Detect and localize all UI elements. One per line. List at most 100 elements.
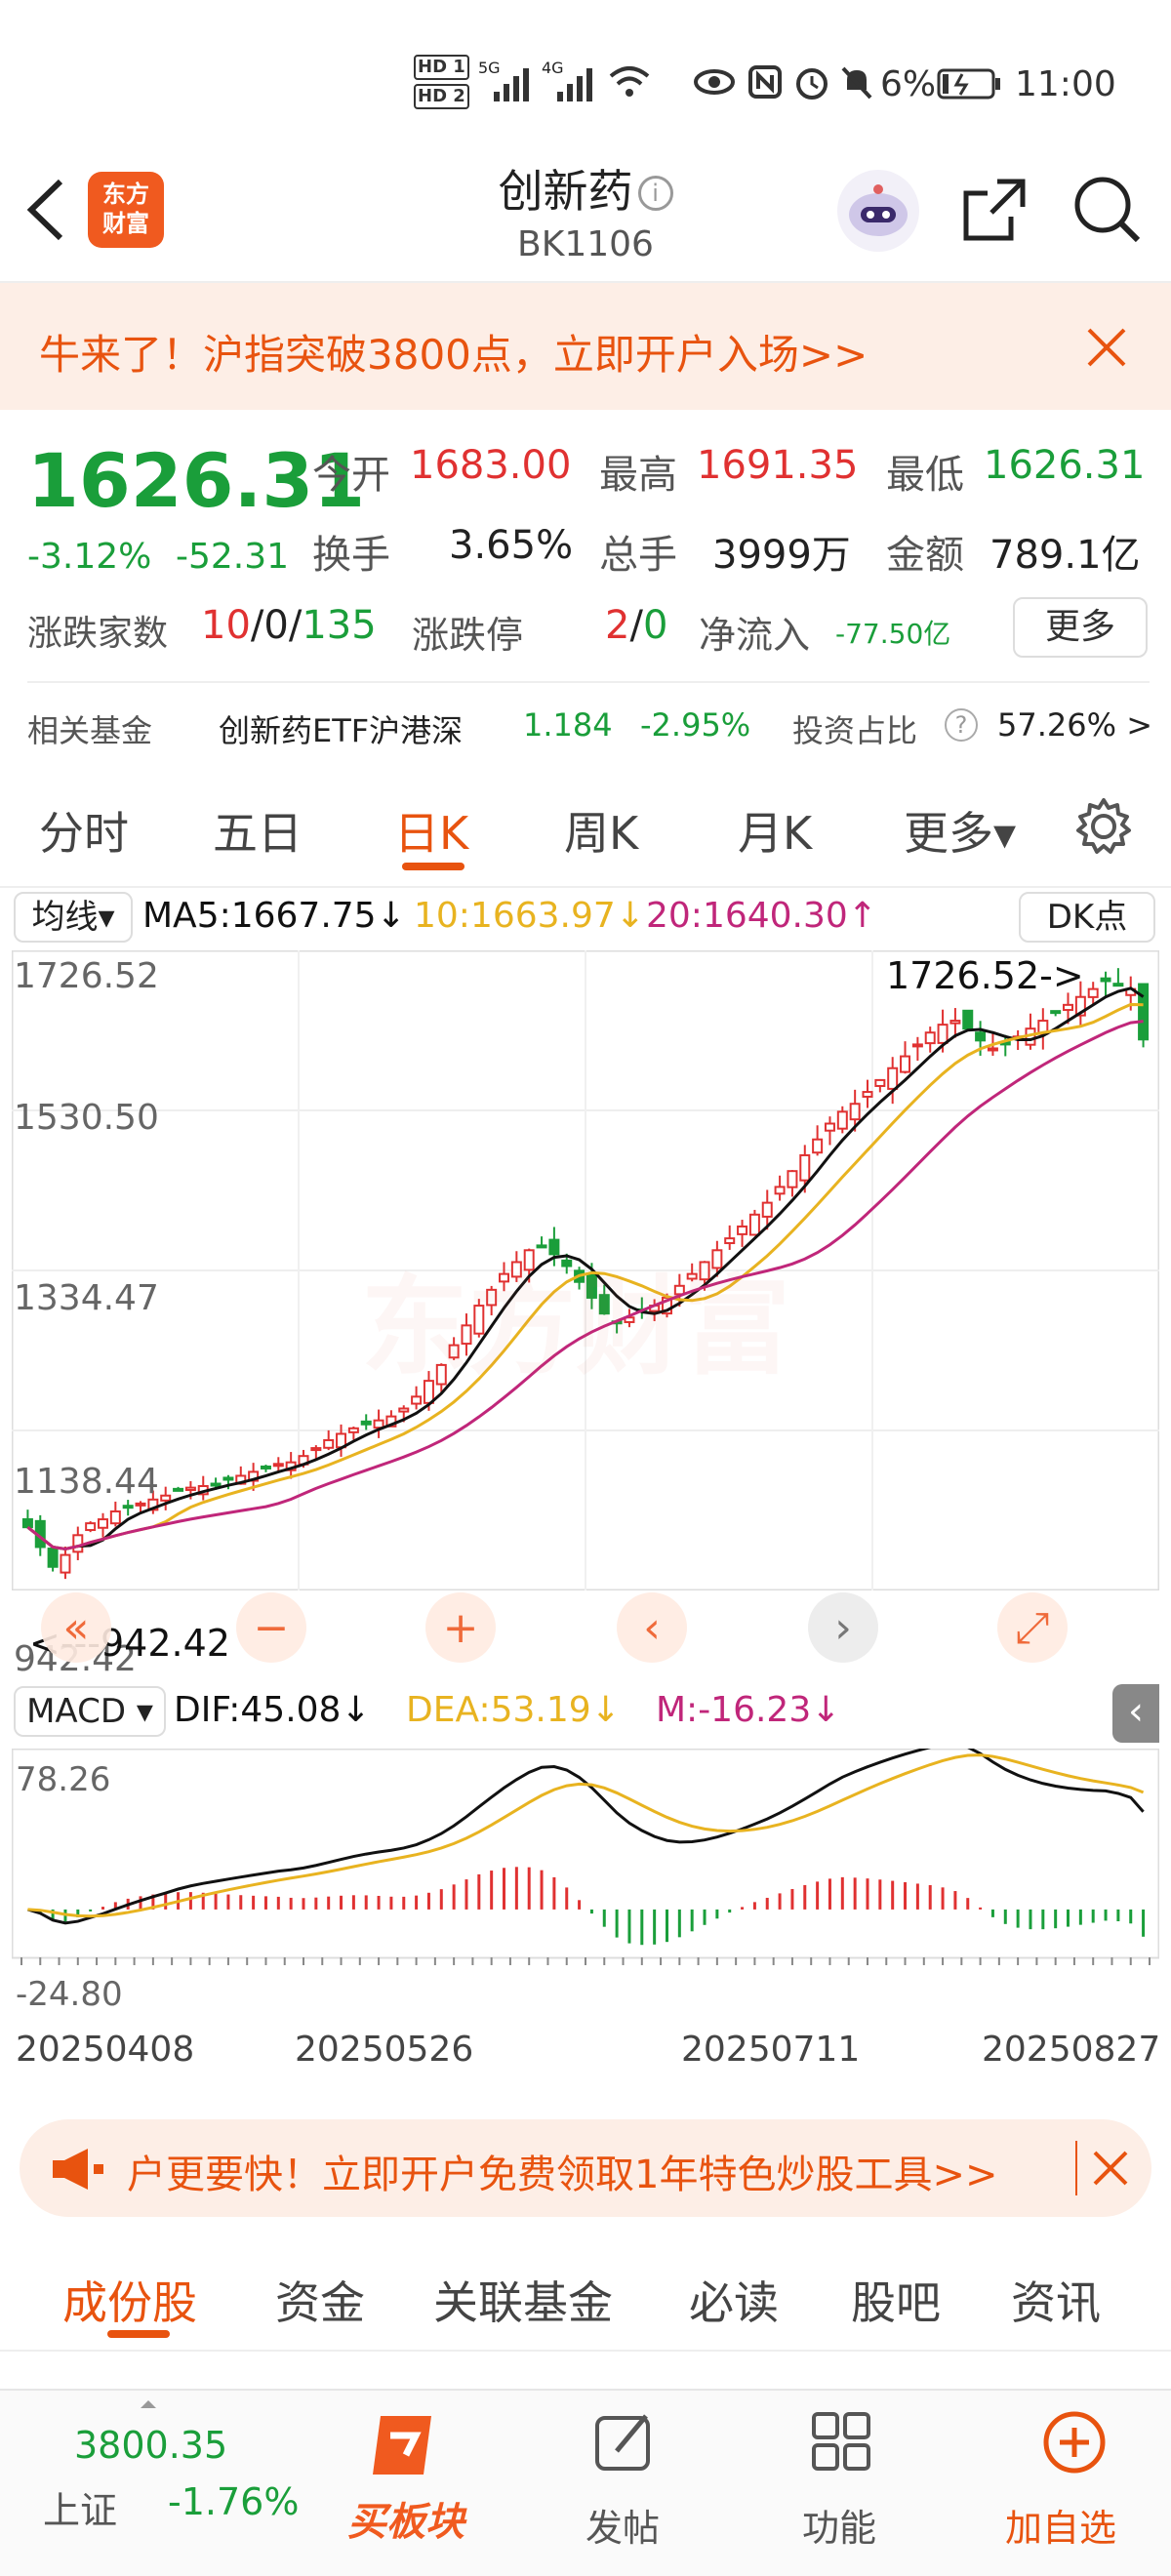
kline-chart-area[interactable]: 均线▾ MA5:1667.75↓ 10:1663.97↓ 20:1640.30↑… <box>0 888 1171 2098</box>
m-legend: M:-16.23↓ <box>656 1690 841 1730</box>
candle-body <box>799 1153 811 1182</box>
fund-price: 1.184 <box>523 706 613 744</box>
candle-body <box>711 1249 723 1269</box>
ad-close-icon[interactable] <box>1091 2149 1130 2188</box>
ma-selector[interactable]: 均线▾ <box>14 892 133 943</box>
fund-name[interactable]: 创新药ETF沪港深 <box>219 712 464 749</box>
candle-body <box>536 1244 547 1249</box>
index-value[interactable]: 3800.35 <box>74 2424 228 2467</box>
macd-frame <box>12 1749 1159 1959</box>
macd-selector[interactable]: MACD ▾ <box>14 1686 166 1737</box>
candle-body <box>21 1517 33 1529</box>
tab-must-read[interactable]: 必读 <box>689 2276 779 2329</box>
more-button[interactable]: 更多 <box>1013 597 1148 658</box>
buy-board-button[interactable]: 买板块 <box>332 2400 478 2566</box>
candle-body <box>862 1091 873 1098</box>
limit-counts: 2/0 <box>605 603 668 648</box>
candle-body <box>561 1259 573 1268</box>
candlestick-chart[interactable] <box>12 950 1159 1590</box>
candle-body <box>461 1324 472 1346</box>
settings-gear-icon[interactable] <box>1073 796 1134 857</box>
candle-body <box>1087 987 1099 998</box>
ratio-value[interactable]: 57.26% > <box>997 706 1152 744</box>
quote-panel: 1626.31 -3.12% -52.31 今开 1683.00 最高 1691… <box>0 410 1171 761</box>
candle-body <box>1100 977 1111 983</box>
candle-body <box>962 1009 974 1030</box>
tab-more[interactable]: 更多▾ <box>904 807 1017 860</box>
post-button[interactable]: 发帖 <box>566 2400 683 2566</box>
promo-text[interactable]: 牛来了！沪指突破3800点，立即开户入场>> <box>39 331 868 379</box>
tab-related-funds[interactable]: 关联基金 <box>433 2276 613 2329</box>
robot-assistant-icon[interactable] <box>837 170 919 252</box>
chevron-left-icon[interactable]: ‹ <box>617 1592 687 1663</box>
candle-body <box>598 1294 610 1315</box>
macd-chart[interactable] <box>12 1749 1159 1987</box>
collapse-panel-icon[interactable]: ‹ <box>1112 1684 1159 1743</box>
help-icon[interactable]: ? <box>945 708 978 742</box>
search-icon[interactable] <box>1070 172 1144 246</box>
tab-monthly-k[interactable]: 月K <box>738 807 813 860</box>
ad-text[interactable]: 户更要快！立即开户免费领取1年特色炒股工具>> <box>127 2153 998 2197</box>
candle-body <box>686 1272 698 1280</box>
ma5-line <box>26 986 1145 1551</box>
back-icon[interactable] <box>21 176 68 244</box>
candle-body <box>448 1344 460 1359</box>
candle-body <box>586 1273 597 1299</box>
candle-body <box>97 1518 108 1529</box>
bottom-bar: 3800.35 上证 -1.76% 买板块 发帖 功能 加自选 <box>0 2389 1171 2576</box>
section-tabs: 成份股 资金 关联基金 必读 股吧 资讯 <box>0 2244 1171 2352</box>
last-price: 1626.31 <box>27 437 366 524</box>
candle-body <box>874 1078 886 1087</box>
dif-legend: DIF:45.08↓ <box>174 1690 371 1730</box>
info-icon[interactable]: i <box>637 176 673 211</box>
price-tick-top: 1726.52 <box>14 956 159 996</box>
candle-body <box>323 1438 335 1449</box>
candle-body <box>147 1498 159 1511</box>
index-name[interactable]: 上证 <box>43 2489 118 2532</box>
add-watchlist-button[interactable]: 加自选 <box>995 2400 1151 2566</box>
fullscreen-icon[interactable]: ⤢ <box>997 1592 1068 1663</box>
candle-body <box>486 1288 498 1307</box>
turnover-label: 换手 <box>312 533 390 578</box>
tab-intraday[interactable]: 分时 <box>39 807 129 860</box>
index-change[interactable]: -1.76% <box>168 2480 300 2523</box>
updown-label: 涨跌家数 <box>27 614 169 654</box>
tab-constituents[interactable]: 成份股 <box>62 2276 197 2329</box>
dk-point-button[interactable]: DK点 <box>1019 892 1155 943</box>
close-icon[interactable] <box>1085 326 1128 369</box>
tab-five-day[interactable]: 五日 <box>213 807 303 860</box>
chevron-right-icon[interactable]: › <box>808 1592 878 1663</box>
functions-button[interactable]: 功能 <box>783 2400 900 2566</box>
candle-body <box>887 1067 899 1090</box>
sim2-label: HD 2 <box>414 84 469 109</box>
candle-body <box>900 1055 911 1073</box>
expand-up-icon[interactable] <box>139 2398 158 2410</box>
candle-body <box>699 1261 710 1281</box>
ma10-line <box>26 1002 1144 1551</box>
share-icon[interactable] <box>958 174 1030 246</box>
price-tick-2: 1530.50 <box>14 1098 159 1138</box>
date-label-1: 20250408 <box>16 2030 195 2070</box>
ad-banner[interactable]: 户更要快！立即开户免费领取1年特色炒股工具>> <box>20 2119 1151 2217</box>
candle-body <box>949 1020 961 1025</box>
tab-forum[interactable]: 股吧 <box>851 2276 941 2329</box>
dea-legend: DEA:53.19↓ <box>406 1690 621 1730</box>
wifi-icon <box>609 66 650 97</box>
candle-body <box>360 1420 372 1426</box>
tab-daily-k[interactable]: 日K <box>394 807 469 860</box>
zoom-out-icon[interactable]: − <box>236 1592 306 1663</box>
zoom-in-icon[interactable]: + <box>425 1592 496 1663</box>
app-logo[interactable]: 东方 财富 <box>88 172 164 248</box>
promo-banner[interactable]: 牛来了！沪指突破3800点，立即开户入场>> <box>0 283 1171 410</box>
fast-backward-icon[interactable]: « <box>41 1592 111 1663</box>
candle-body <box>398 1407 410 1413</box>
tab-weekly-k[interactable]: 周K <box>564 807 639 860</box>
tab-news[interactable]: 资讯 <box>1011 2276 1101 2329</box>
macd-tick-top: 78.26 <box>16 1760 111 1799</box>
active-tab-indicator <box>402 863 464 870</box>
subtab-indicator <box>107 2330 170 2338</box>
volume-label: 总手 <box>599 533 677 578</box>
price-tick-4: 1138.44 <box>14 1462 159 1502</box>
tab-funds[interactable]: 资金 <box>275 2276 365 2329</box>
candle-body <box>435 1363 447 1386</box>
